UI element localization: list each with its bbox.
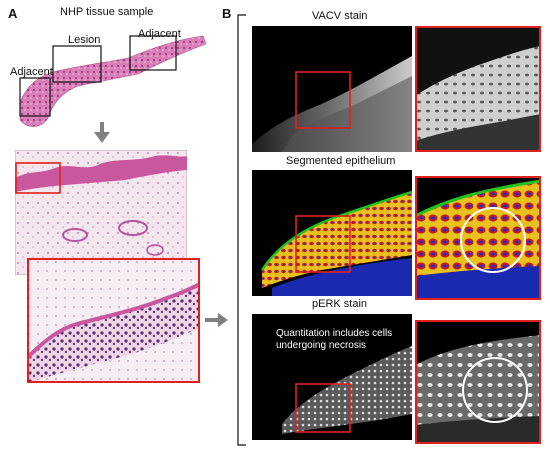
perk-zoom-box — [295, 383, 351, 433]
segmented-epithelium-title: Segmented epithelium — [286, 155, 396, 167]
lesion-box — [52, 45, 102, 83]
zoom-region-box — [15, 162, 61, 194]
right-arrow-icon — [205, 313, 228, 327]
necrosis-annotation: Quantitation includes cells undergoing n… — [276, 328, 392, 352]
segmented-epithelium-overview — [252, 170, 412, 296]
lesion-mid-magnification — [15, 150, 187, 275]
adjacent-right-label: Adjacent — [138, 28, 181, 40]
adjacent-left-label: Adjacent — [10, 66, 53, 78]
tissue-overview — [19, 35, 207, 127]
panel-b-bracket — [237, 14, 246, 446]
adjacent-left-box — [19, 77, 51, 117]
vacv-stain-title: VACV stain — [312, 10, 368, 22]
perk-highlight-circle — [462, 357, 528, 423]
tissue-strip — [19, 35, 207, 127]
necrosis-annotation-line1: Quantitation includes cells — [276, 328, 393, 339]
lesion-high-magnification — [27, 258, 200, 383]
vacv-zoom-box — [295, 71, 351, 129]
segmented-highlight-circle — [460, 207, 526, 273]
down-arrow-icon — [94, 122, 110, 143]
panel-a-title: NHP tissue sample — [60, 6, 154, 18]
vacv-stain-zoom — [415, 26, 541, 152]
perk-stain-zoom — [415, 320, 541, 444]
vacv-stain-overview — [252, 26, 412, 152]
segmented-zoom-box — [295, 215, 351, 273]
adjacent-right-box — [129, 35, 177, 71]
lesion-label: Lesion — [68, 34, 101, 46]
segmented-epithelium-zoom — [415, 176, 541, 300]
necrosis-annotation-line2: undergoing necrosis — [276, 340, 367, 351]
perk-stain-title: pERK stain — [312, 298, 368, 310]
panel-b-letter: B — [222, 6, 232, 21]
perk-stain-overview — [252, 314, 412, 440]
panel-a-letter: A — [8, 6, 18, 21]
